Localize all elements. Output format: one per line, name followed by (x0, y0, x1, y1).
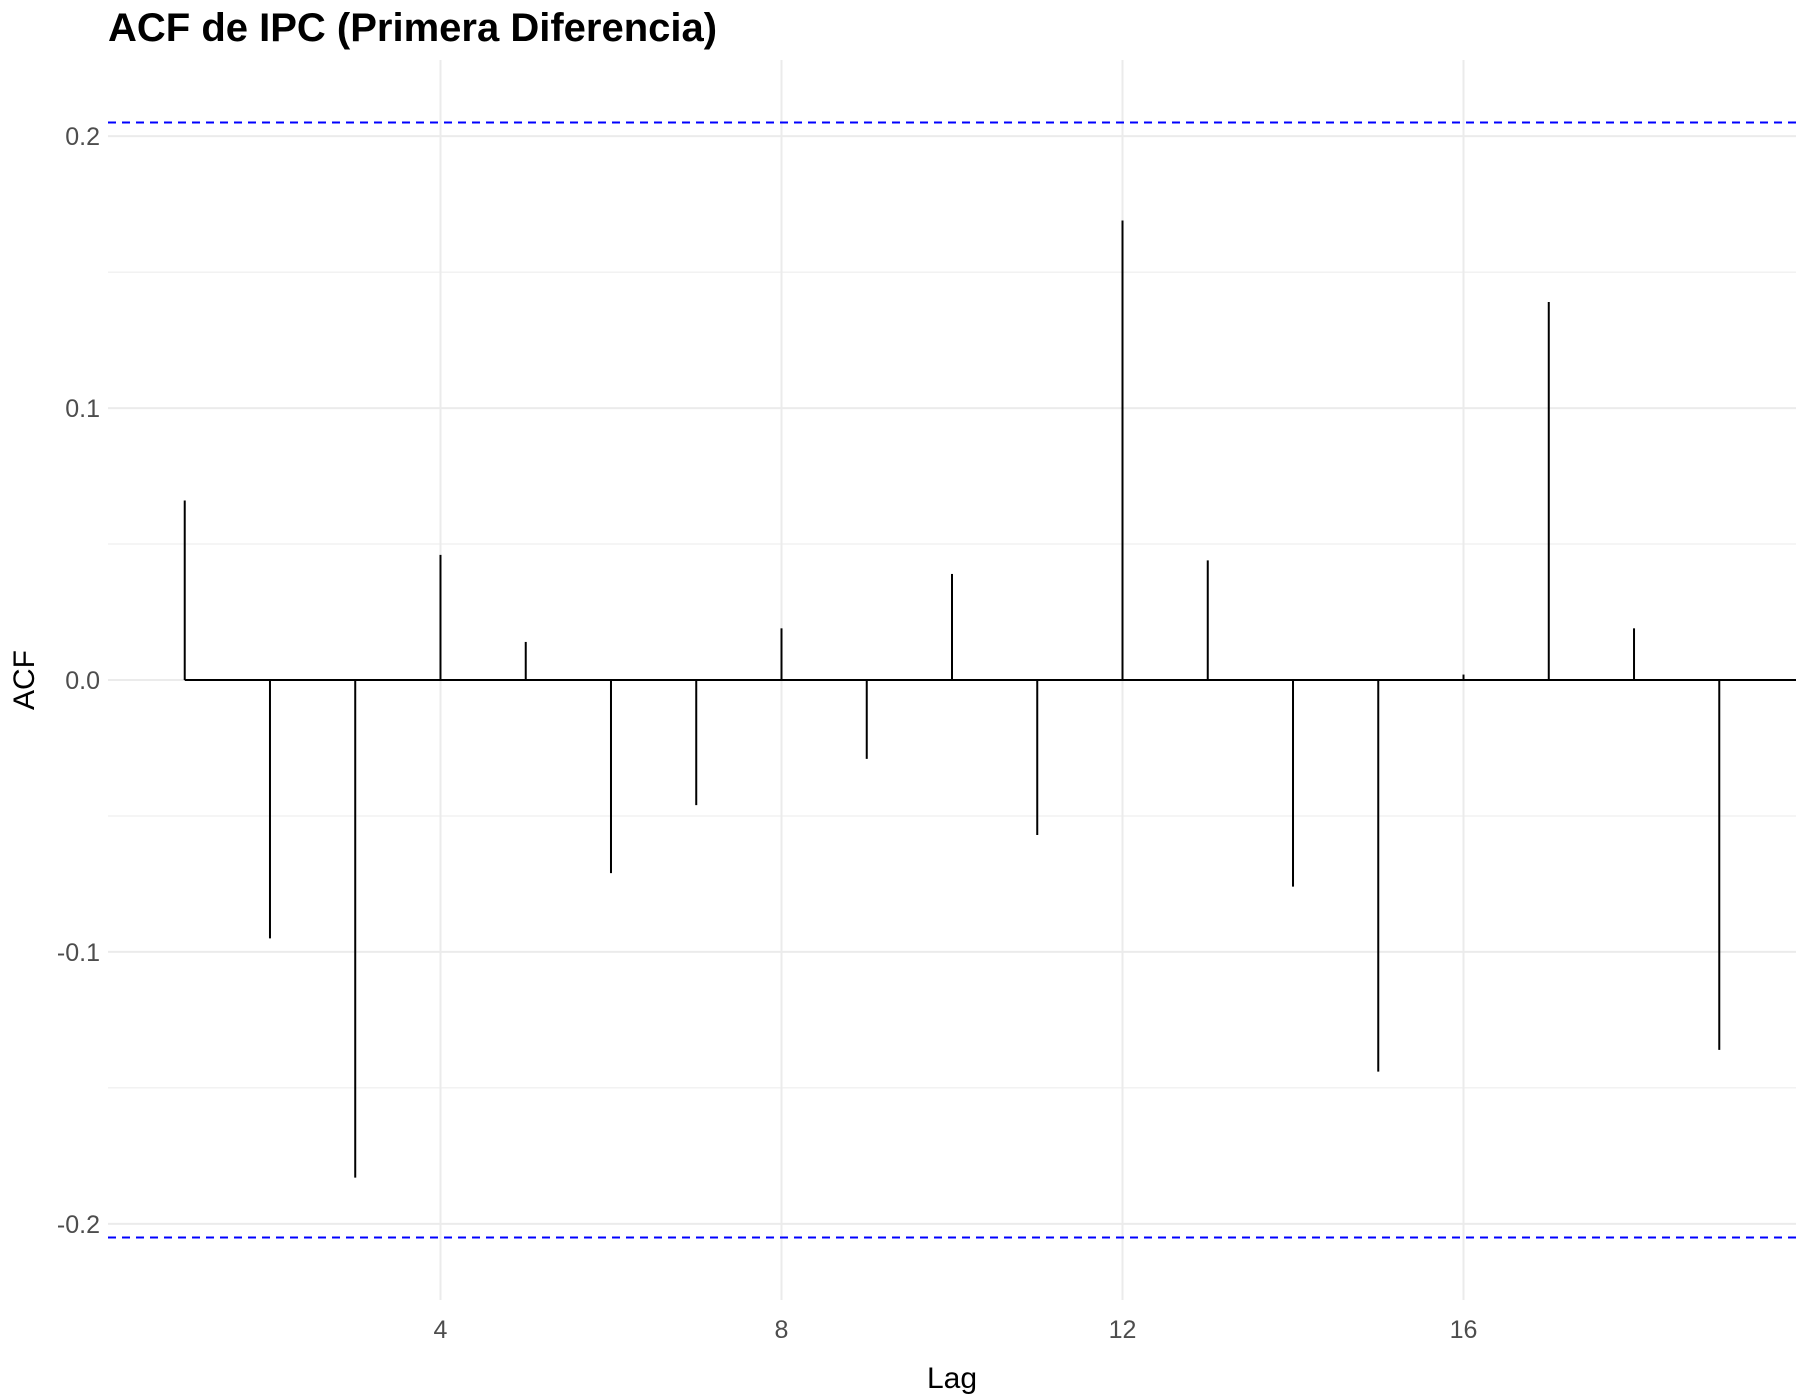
y-tick-label: -0.2 (57, 1211, 100, 1239)
y-tick-label: 0.2 (65, 123, 100, 151)
x-tick-label: 12 (1109, 1316, 1137, 1344)
tick-labels: -0.2 -0.1 0.0 0.1 0.2 4 8 12 16 (57, 123, 1478, 1344)
confidence-bounds (108, 121, 1796, 1239)
x-axis-title: Lag (927, 1362, 977, 1395)
chart-title: ACF de IPC (Primera Diferencia) (108, 6, 718, 50)
x-tick-label: 8 (775, 1316, 789, 1344)
x-tick-label: 16 (1450, 1316, 1478, 1344)
y-tick-label: 0.0 (65, 667, 100, 695)
y-tick-label: 0.1 (65, 395, 100, 423)
y-tick-label: -0.1 (57, 939, 100, 967)
acf-bars (183, 220, 1796, 1178)
y-axis-title: ACF (8, 650, 41, 710)
x-tick-label: 4 (434, 1316, 448, 1344)
